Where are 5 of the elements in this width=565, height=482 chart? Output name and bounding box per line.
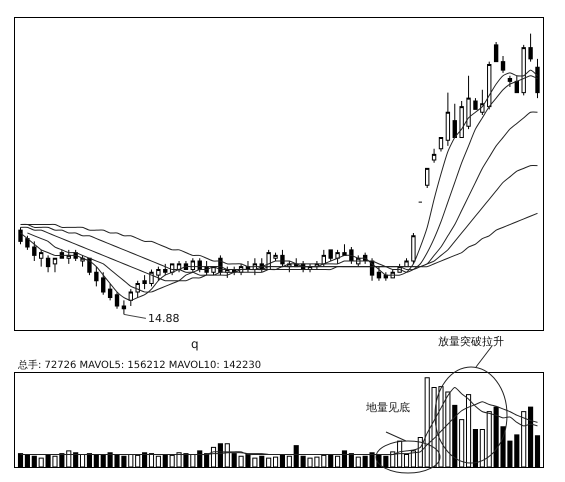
- annotation: 地量见底: [365, 401, 410, 414]
- text: 放量突破拉升: [438, 335, 504, 348]
- text: 总手: 72726 MAVOL5: 156212 MAVOL10: 142230: [17, 359, 262, 371]
- annotation: 14.88: [148, 312, 180, 325]
- text: q: [191, 337, 199, 351]
